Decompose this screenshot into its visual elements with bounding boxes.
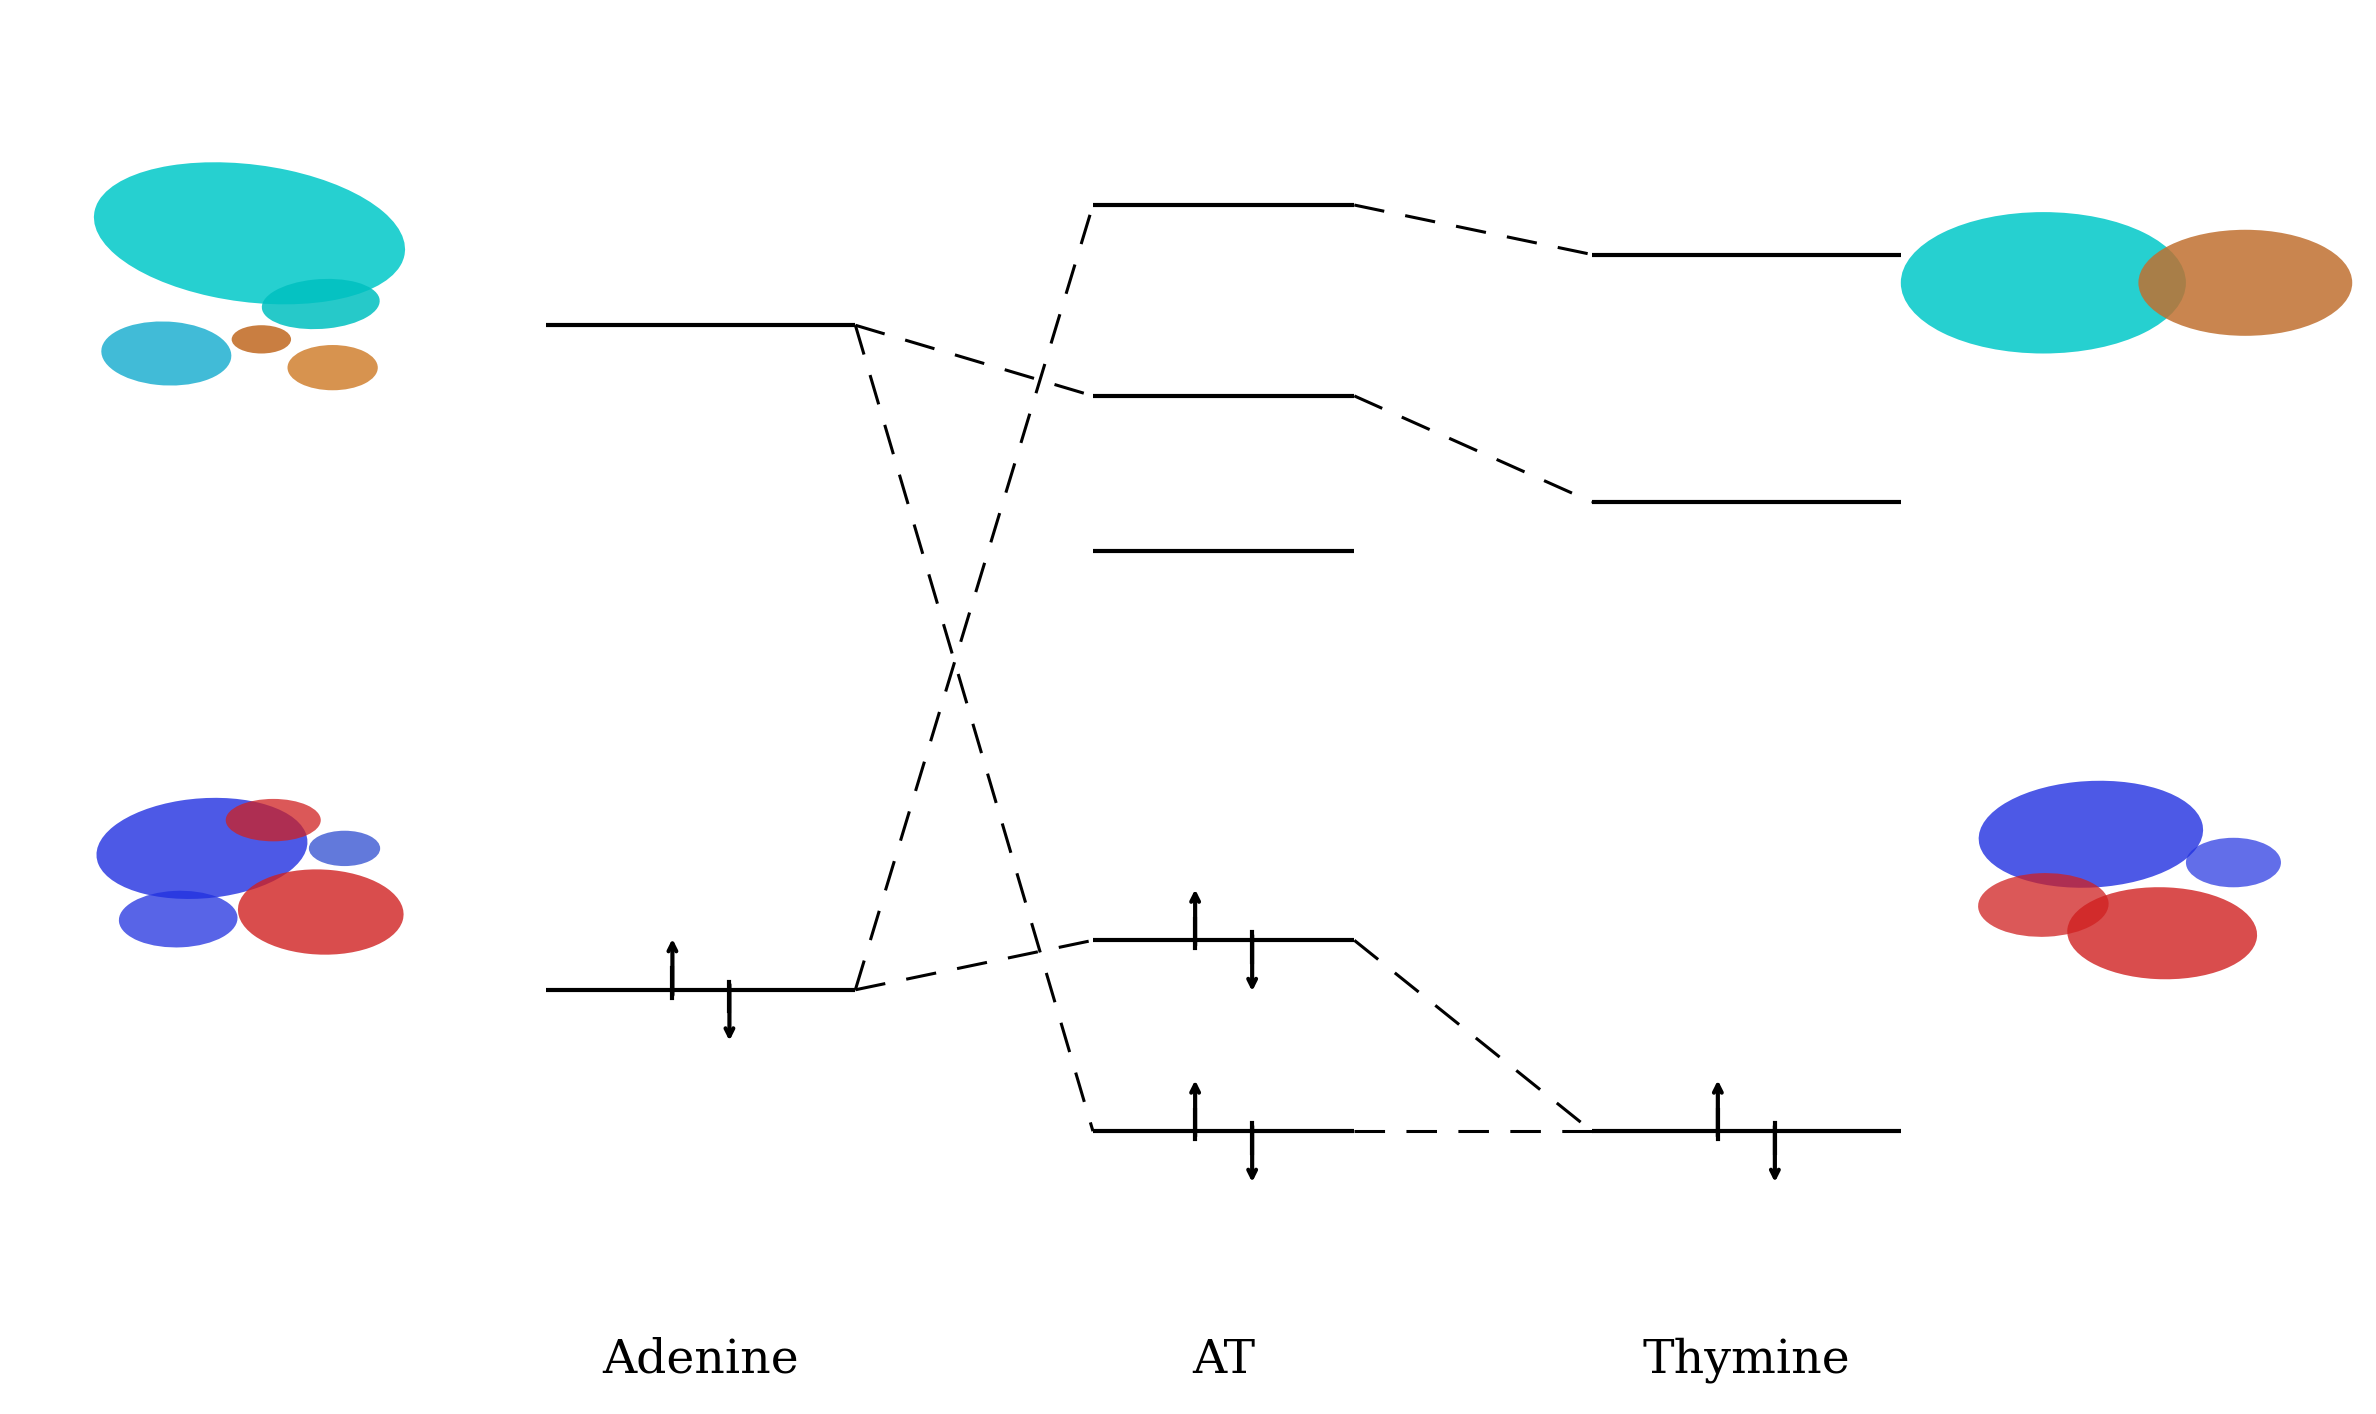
Text: Thymine: Thymine — [1642, 1338, 1851, 1383]
Ellipse shape — [97, 797, 307, 899]
Ellipse shape — [1979, 872, 2108, 937]
Text: AT: AT — [1193, 1338, 1255, 1383]
Text: Adenine: Adenine — [604, 1338, 798, 1383]
Ellipse shape — [287, 345, 378, 390]
Ellipse shape — [102, 321, 230, 386]
Ellipse shape — [309, 831, 380, 865]
Ellipse shape — [1979, 781, 2203, 888]
Ellipse shape — [261, 279, 380, 329]
Ellipse shape — [233, 325, 290, 354]
Ellipse shape — [2186, 837, 2281, 888]
Ellipse shape — [119, 891, 238, 947]
Ellipse shape — [226, 799, 321, 841]
Ellipse shape — [2138, 229, 2352, 337]
Ellipse shape — [238, 870, 404, 954]
Ellipse shape — [95, 163, 404, 304]
Ellipse shape — [2067, 887, 2257, 980]
Ellipse shape — [1901, 212, 2186, 354]
